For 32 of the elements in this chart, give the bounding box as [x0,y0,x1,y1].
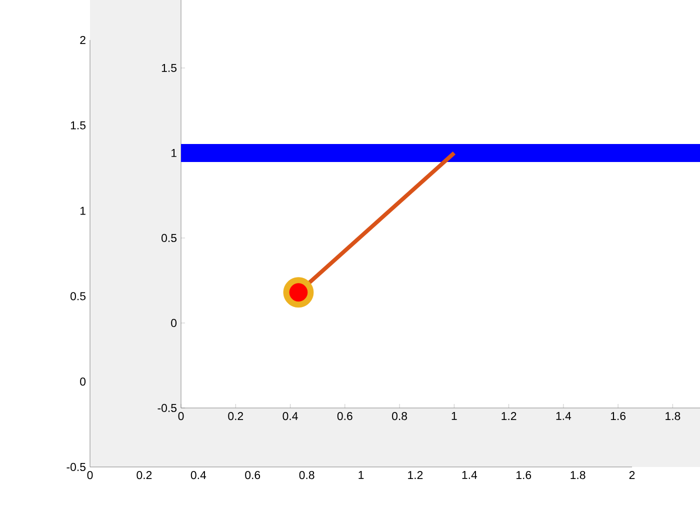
y-tick-label: 1 [80,206,86,215]
x-tick-label: 0.4 [282,412,298,420]
x-tick-label: 1.2 [408,471,423,480]
x-tick-label: 1.6 [516,471,532,480]
y-tick-label: 0.5 [162,234,177,242]
x-tick-label: 0.8 [299,471,314,480]
x-tick-label: 0.4 [190,471,206,480]
x-tick-label: 1.2 [502,412,516,420]
x-tick-label: 0.2 [228,412,244,420]
x-tick-label: 0 [178,412,184,420]
x-tick-label: 1.4 [556,412,572,420]
x-tick-label: 1.8 [570,471,586,480]
y-tick-label: 0 [80,378,86,386]
y-tick-label: 0 [171,318,177,328]
x-tick-label: 1 [452,412,457,420]
x-tick-label: 0.8 [392,412,408,420]
x-tick-label: 1.6 [610,412,626,420]
x-tick-label: 2 [629,471,635,480]
y-tick-label: 1.5 [162,64,177,72]
y-tick-label: 1.5 [70,121,86,130]
y-tick-label: 0.5 [70,292,86,300]
x-tick-label: 0.6 [245,471,260,480]
x-tick-label: 0 [87,471,93,480]
x-tick-label: 0.2 [136,471,152,480]
x-tick-label: 1.8 [666,412,680,420]
x-tick-label: 1 [358,471,364,479]
y-tick-label: -0.5 [158,404,177,412]
y-tick-label: 1 [171,149,176,157]
x-tick-label: 0.6 [337,412,352,420]
y-tick-label: 2 [80,36,86,44]
x-tick-label: 1.4 [462,471,478,479]
y-tick-label: -0.5 [66,462,86,472]
